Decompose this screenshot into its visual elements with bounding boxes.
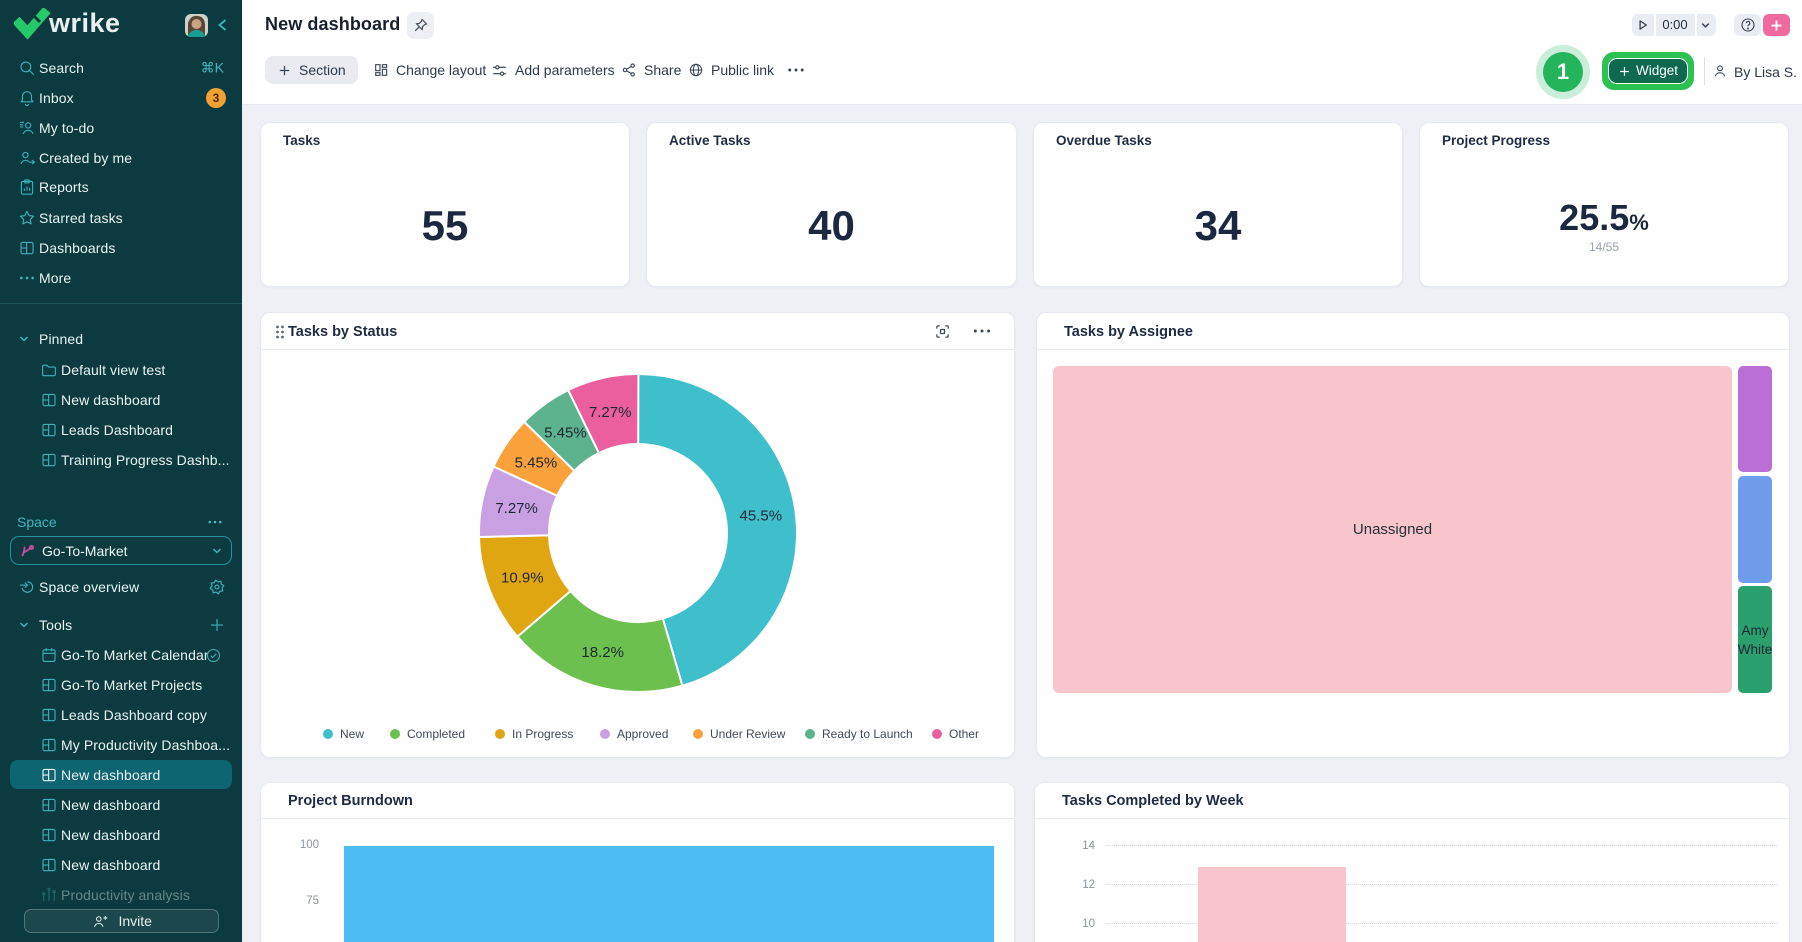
svg-text:7.27%: 7.27% [589,404,632,421]
svg-text:5.45%: 5.45% [515,455,558,472]
svg-text:10.9%: 10.9% [501,570,544,587]
svg-text:18.2%: 18.2% [581,644,624,661]
svg-text:7.27%: 7.27% [495,500,538,517]
svg-text:45.5%: 45.5% [740,508,783,525]
svg-text:5.45%: 5.45% [544,425,587,442]
